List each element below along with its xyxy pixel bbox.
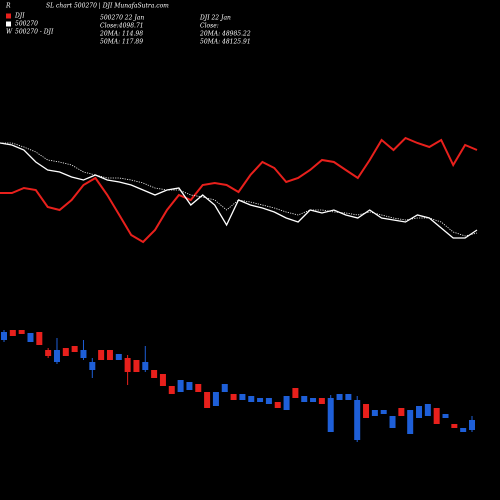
candle-body bbox=[27, 333, 34, 342]
candle-body bbox=[451, 424, 458, 428]
info-text: Close:4098.71 bbox=[100, 23, 144, 30]
candle-body bbox=[354, 400, 361, 440]
candle-body bbox=[89, 362, 96, 370]
candle-body bbox=[53, 350, 60, 362]
candle-body bbox=[310, 398, 317, 402]
legend-label: DJI bbox=[14, 13, 25, 20]
candle-body bbox=[45, 350, 52, 356]
candle-body bbox=[371, 410, 378, 416]
candle-body bbox=[80, 350, 87, 358]
candle-body bbox=[301, 396, 308, 402]
info-text: 20MA: 48985.22 bbox=[199, 31, 251, 38]
candle-body bbox=[318, 398, 325, 404]
candle-body bbox=[327, 398, 334, 432]
candle-body bbox=[124, 358, 131, 372]
candle-body bbox=[469, 420, 475, 430]
candle-body bbox=[460, 428, 467, 432]
candle-body bbox=[106, 350, 113, 360]
info-text: Close: bbox=[200, 23, 219, 30]
candle-body bbox=[257, 398, 264, 402]
candle-body bbox=[292, 388, 299, 398]
info-text: 50MA: 117.89 bbox=[100, 39, 143, 46]
info-text: 50MA: 48125.91 bbox=[200, 39, 251, 46]
legend-swatch bbox=[6, 21, 11, 27]
candle-body bbox=[71, 346, 78, 352]
candle-body bbox=[433, 408, 440, 424]
candle-body bbox=[9, 330, 16, 336]
candle-body bbox=[195, 384, 202, 392]
info-text: DJI 22 Jan bbox=[199, 15, 231, 22]
candle-body bbox=[133, 360, 140, 372]
candle-body bbox=[248, 396, 255, 402]
legend-label: 500270 bbox=[15, 21, 38, 28]
candle-body bbox=[177, 380, 184, 392]
legend-swatch bbox=[6, 13, 11, 19]
candle-body bbox=[424, 404, 431, 416]
candle-body bbox=[265, 398, 272, 404]
candle-body bbox=[416, 406, 423, 418]
candle-body bbox=[212, 392, 219, 406]
candle-body bbox=[98, 350, 105, 360]
candle-body bbox=[62, 348, 69, 356]
candle-body bbox=[142, 362, 149, 370]
candle-body bbox=[380, 410, 387, 414]
candle-body bbox=[345, 394, 352, 400]
candle-body bbox=[186, 382, 193, 390]
chart-title: SL chart 500270 | DJI MunafaSutra.com bbox=[46, 3, 169, 10]
candle-body bbox=[336, 394, 343, 400]
legend-label: 500270 - DJI bbox=[15, 29, 54, 36]
candle-body bbox=[204, 392, 211, 408]
legend-icon: W bbox=[6, 29, 13, 36]
candle-body bbox=[283, 396, 290, 410]
candle-body bbox=[115, 354, 122, 360]
candle-body bbox=[18, 330, 25, 334]
line-series bbox=[0, 136, 478, 244]
info-text: 500270 22 Jan bbox=[100, 15, 144, 22]
candle-body bbox=[398, 408, 405, 416]
candle-body bbox=[239, 394, 246, 400]
candle-body bbox=[1, 332, 7, 340]
line-series bbox=[0, 142, 478, 239]
candle-body bbox=[221, 384, 228, 392]
candle-body bbox=[274, 402, 281, 408]
candle-body bbox=[442, 414, 449, 418]
candle-body bbox=[36, 332, 43, 345]
candle-body bbox=[159, 374, 166, 386]
candle-body bbox=[151, 370, 158, 378]
candle-body bbox=[363, 404, 370, 418]
candle-body bbox=[389, 416, 396, 428]
info-text: 20MA: 114.98 bbox=[99, 31, 143, 38]
candle-body bbox=[407, 410, 414, 434]
corner-label: R bbox=[5, 3, 11, 10]
candle-body bbox=[168, 386, 175, 394]
candle-body bbox=[230, 394, 237, 400]
